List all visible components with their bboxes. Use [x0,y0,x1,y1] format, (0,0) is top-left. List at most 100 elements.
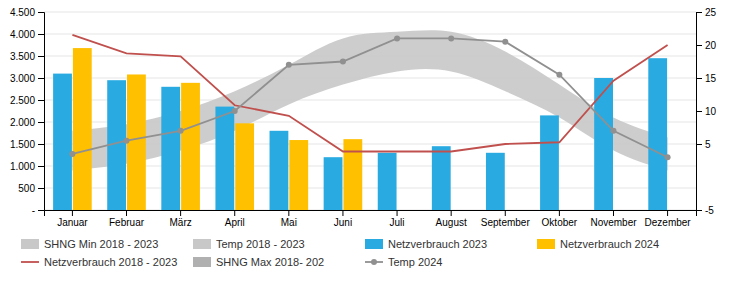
marker [665,154,671,160]
tick-label: Oktober [542,217,578,228]
bar [594,78,613,210]
axis-line [38,13,45,211]
tick: -5 [696,205,714,216]
tick-mark [38,144,44,145]
tick-label: Dezember [645,217,692,228]
tick-mark [397,210,398,216]
tick-mark [38,100,44,101]
axis-line [697,13,703,211]
tick-mark [505,210,506,216]
bar [343,139,362,210]
tick: August [436,210,467,228]
legend-item: SHNG Min 2018 - 2023 [21,238,158,250]
legend-label: SHNG Min 2018 - 2023 [44,238,158,250]
legend-item: Netzverbrauch 2023 [365,238,487,250]
bar [378,153,397,210]
tick-mark [613,210,614,216]
tick: 4.000 [10,29,44,40]
tick-mark [38,210,44,211]
tick-label: August [436,217,467,228]
bar [53,74,72,210]
legend-label: Netzverbrauch 2024 [560,238,659,250]
tick-label: November [590,217,637,228]
x-axis: JanuarFebruarMärzAprilMaiJuniJuliAugustS… [45,210,697,228]
tick-mark [180,210,181,216]
tick-label: Juni [334,217,352,228]
tick-mark [342,210,343,216]
legend-label: Netzverbrauch 2018 - 2023 [44,256,177,268]
tick-label: März [170,217,192,228]
legend-swatch [21,239,39,249]
y-axis: -5001.0001.5002.0002.5003.0003.5004.0004… [10,7,45,216]
tick: April [225,210,245,228]
bar [235,123,254,210]
marker [610,128,616,134]
legend-marker [371,259,377,265]
grid [44,12,696,210]
tick-mark [696,12,702,13]
bar-series [73,48,362,210]
marker [394,35,400,41]
tick-mark [38,122,44,123]
tick: 15 [696,73,717,84]
legend-item: Temp 2024 [365,256,442,268]
tick: Dezember [645,210,692,228]
tick-label: 10 [705,106,717,117]
legend-item: SHNG Max 2018- 202 [193,256,324,268]
tick-mark [126,210,127,216]
bar [215,107,234,210]
tick: November [590,210,637,228]
tick: 25 [696,7,717,18]
bar-series [53,58,667,210]
tick-label: 3.500 [10,51,35,62]
tick-mark [38,12,44,13]
legend-label: Temp 2018 - 2023 [216,238,305,250]
tick: 20 [696,40,717,51]
bar [289,140,308,210]
tick-mark [451,210,452,216]
legend-label: SHNG Max 2018- 202 [216,256,324,268]
marker [232,108,238,114]
marker [178,128,184,134]
tick-label: 20 [705,40,717,51]
bar [270,131,289,210]
tick-mark [559,210,560,216]
chart: JanuarFebruarMärzAprilMaiJuniJuliAugustS… [0,0,730,288]
tick: 500 [18,183,44,194]
tick-mark [38,166,44,167]
tick-label: 3.000 [10,73,35,84]
bar [127,74,146,210]
bar [181,83,200,210]
tick-label: -5 [705,205,714,216]
tick-label: 4.500 [10,7,35,18]
tick: Mai [281,210,297,228]
tick: Oktober [542,210,578,228]
tick: 5 [696,139,711,150]
tick: 3.500 [10,51,44,62]
tick-label: September [481,217,531,228]
legend-swatch [537,239,555,249]
tick-label: 500 [18,183,35,194]
tick-label: 1.000 [10,161,35,172]
tick: März [170,210,192,228]
tick: Juli [390,210,405,228]
legend-item: Netzverbrauch 2018 - 2023 [21,256,177,268]
tick-mark [234,210,235,216]
tick-mark [696,144,702,145]
marks [53,30,670,210]
tick-label: April [225,217,245,228]
legend-swatch [193,257,211,267]
tick-mark [696,45,702,46]
plot: JanuarFebruarMärzAprilMaiJuniJuliAugustS… [10,7,717,228]
marker [448,35,454,41]
bar [161,87,180,210]
tick: Juni [334,210,352,228]
marker [286,62,292,68]
bar [73,48,92,210]
tick: 4.500 [10,7,44,18]
tick-label: Januar [57,217,88,228]
tick-mark [38,56,44,57]
tick-mark [667,210,668,216]
legend-swatch [21,261,39,263]
tick-label: Juli [390,217,405,228]
